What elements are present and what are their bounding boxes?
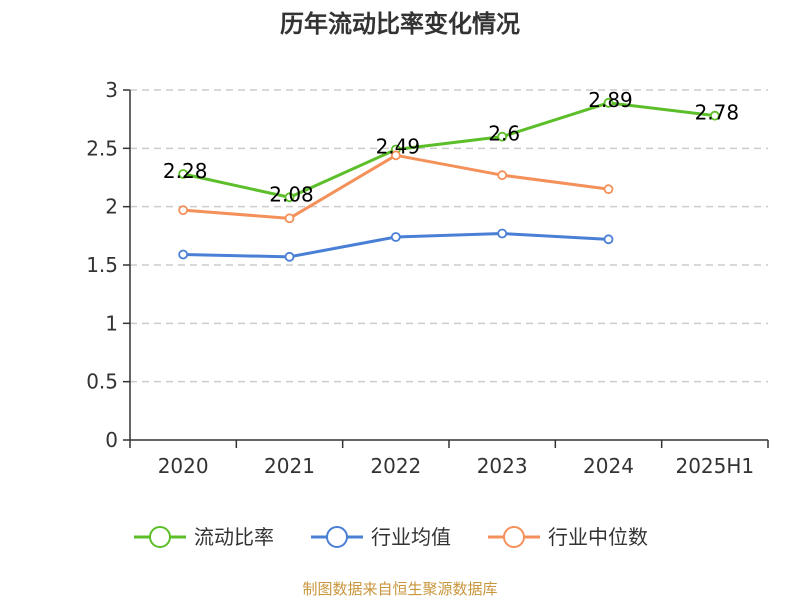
chart-title: 历年流动比率变化情况: [280, 10, 520, 38]
data-point[interactable]: [603, 234, 614, 245]
data-point[interactable]: [178, 249, 189, 260]
y-tick-label: 0: [105, 428, 118, 452]
data-point[interactable]: [497, 131, 508, 142]
data-point[interactable]: [603, 97, 614, 108]
data-point[interactable]: [284, 192, 295, 203]
data-labels: 2.28 2.08 2.49 2.6 2.89 2.78: [163, 88, 739, 206]
data-label: 2.6: [488, 122, 520, 146]
legend-marker: [503, 526, 525, 548]
data-point[interactable]: [390, 150, 401, 161]
data-label: 2.28: [163, 159, 208, 183]
data-point[interactable]: [284, 251, 295, 262]
x-tick-label: 2021: [264, 454, 315, 478]
data-point[interactable]: [709, 110, 720, 121]
data-point[interactable]: [497, 228, 508, 239]
legend-label: 行业均值: [371, 525, 451, 549]
data-point[interactable]: [284, 213, 295, 224]
data-point[interactable]: [390, 232, 401, 242]
x-tick-label: 2022: [370, 454, 421, 478]
series-lines: [178, 97, 720, 262]
legend-label: 行业中位数: [548, 525, 648, 549]
y-tick-label: 2.5: [86, 136, 118, 160]
x-tick-label: 2024: [583, 454, 634, 478]
x-tick-label: 2025H1: [675, 454, 754, 478]
y-tick-label: 1.5: [86, 253, 118, 277]
data-point[interactable]: [178, 205, 189, 216]
legend-item[interactable]: 行业中位数: [488, 525, 648, 549]
data-point[interactable]: [603, 184, 614, 195]
data-label: 2.08: [269, 182, 314, 206]
legend-item[interactable]: 行业均值: [311, 525, 451, 549]
legend-marker: [326, 526, 348, 548]
x-tick-label: 2020: [158, 454, 209, 478]
y-tick-label: 1: [105, 311, 118, 335]
data-label: 2.89: [588, 88, 633, 112]
y-tick-label: 3: [105, 78, 118, 102]
x-tick-label: 2023: [477, 454, 528, 478]
data-point[interactable]: [178, 169, 189, 179]
y-tick-label: 0.5: [86, 370, 118, 394]
axes: 0 0.5 1 1.5 2 2.5 3 2020 2021 2022 2023 2024 2025H1: [86, 78, 769, 478]
legend-marker: [149, 526, 171, 548]
legend-item[interactable]: 流动比率: [134, 525, 274, 549]
y-tick-label: 2: [105, 195, 118, 219]
data-label: 2.78: [695, 101, 740, 125]
legend-label: 流动比率: [194, 525, 274, 549]
source-note: 制图数据来自恒生聚源数据库: [302, 580, 498, 598]
series-line: [182, 101, 716, 199]
legend[interactable]: 流动比率 行业均值 行业中位数: [134, 525, 648, 549]
grid-lines: [130, 89, 768, 383]
data-label: 2.49: [376, 135, 421, 159]
data-point[interactable]: [497, 170, 508, 181]
